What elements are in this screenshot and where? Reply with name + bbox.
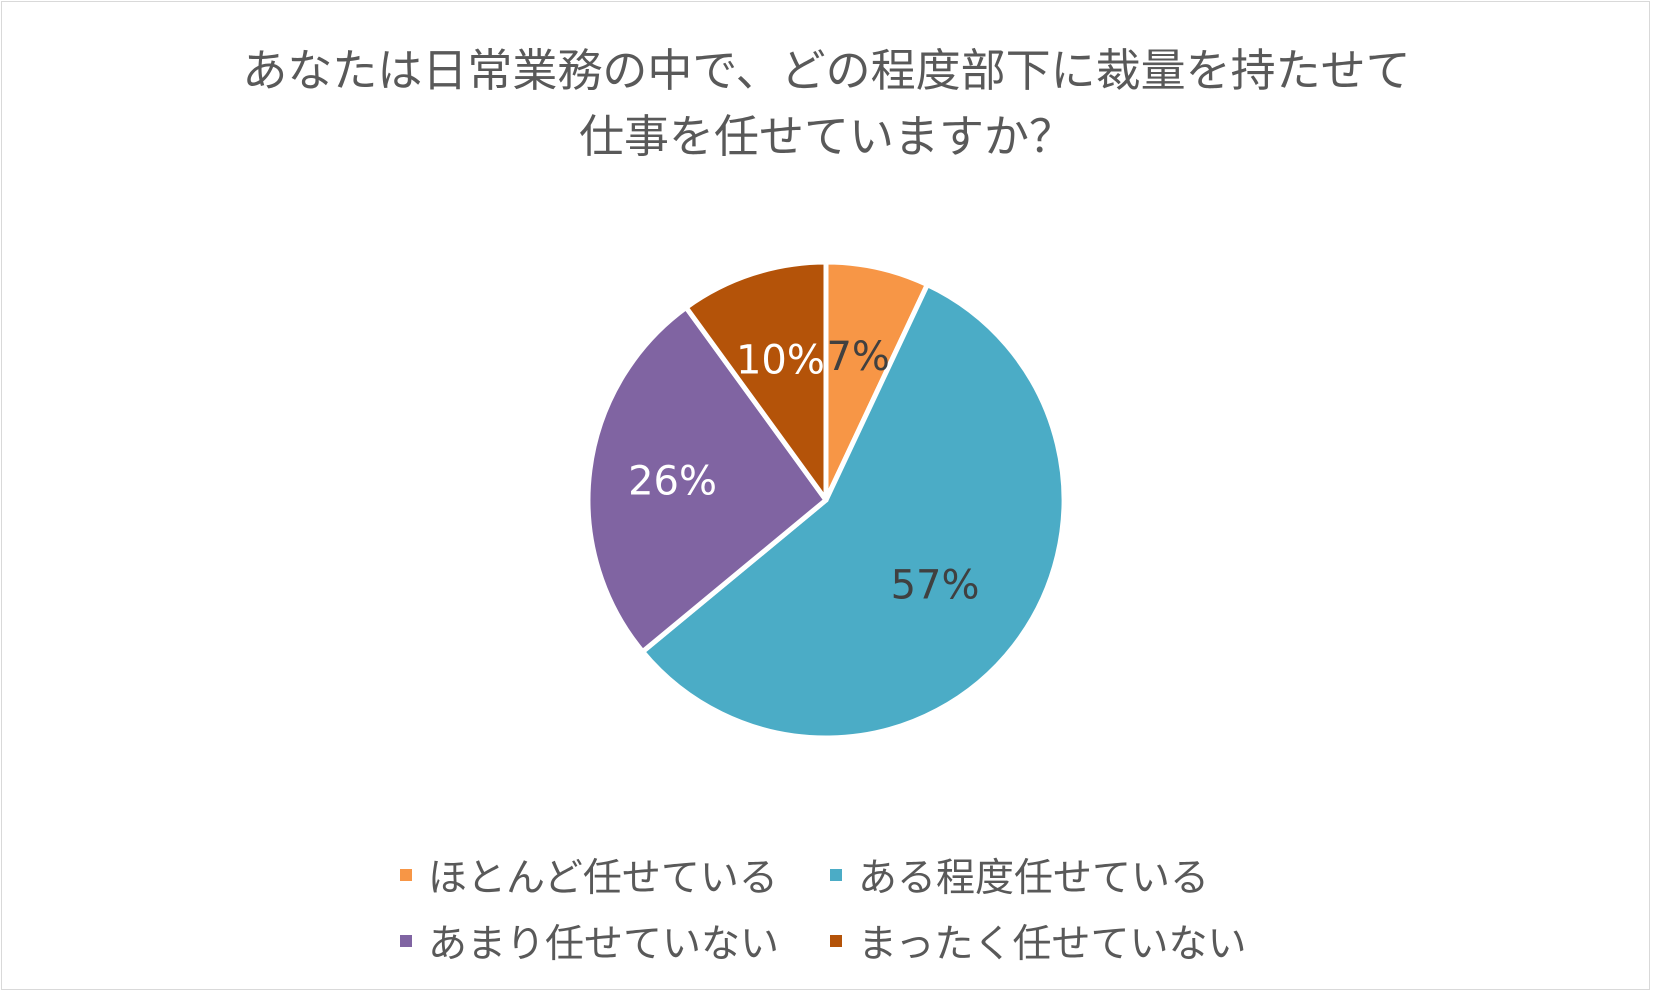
legend-label: まったく任せていない: [858, 922, 1247, 967]
legend-row: あまり任せていない まったく任せていない: [400, 908, 1300, 974]
data-label-3: 10%: [736, 338, 825, 384]
legend-swatch: [830, 869, 842, 881]
legend-label: あまり任せていない: [428, 922, 780, 967]
legend-label: ある程度任せている: [858, 856, 1210, 901]
legend-swatch: [830, 935, 842, 947]
chart-title-line-1: あなたは日常業務の中で、どの程度部下に裁量を持たせて: [242, 44, 1411, 97]
chart-title: あなたは日常業務の中で、どの程度部下に裁量を持たせて 仕事を任せていますか？: [0, 38, 1653, 170]
legend-label: ほとんど任せている: [428, 856, 778, 901]
legend-item-hotondo: ほとんど任せている: [400, 847, 830, 903]
pie-slice-3: [683, 259, 829, 503]
legend-item-amari: あまり任せていない: [400, 913, 830, 969]
data-label-0: 7%: [826, 334, 889, 380]
legend-item-aru-teido: ある程度任せている: [830, 847, 1209, 903]
legend-swatch: [400, 935, 412, 947]
pie-slice-1: [640, 282, 1067, 741]
data-label-2: 26%: [628, 459, 717, 505]
chart-title-line-2: 仕事を任せていますか？: [578, 110, 1074, 163]
pie-slice-2: [585, 304, 829, 655]
legend-row: ほとんど任せている ある程度任せている: [400, 842, 1300, 908]
data-label-1: 57%: [891, 563, 980, 609]
legend-item-mattaku: まったく任せていない: [830, 913, 1246, 969]
legend-swatch: [400, 869, 412, 881]
legend: ほとんど任せている ある程度任せている あまり任せていない まったく任せていない: [400, 842, 1300, 974]
